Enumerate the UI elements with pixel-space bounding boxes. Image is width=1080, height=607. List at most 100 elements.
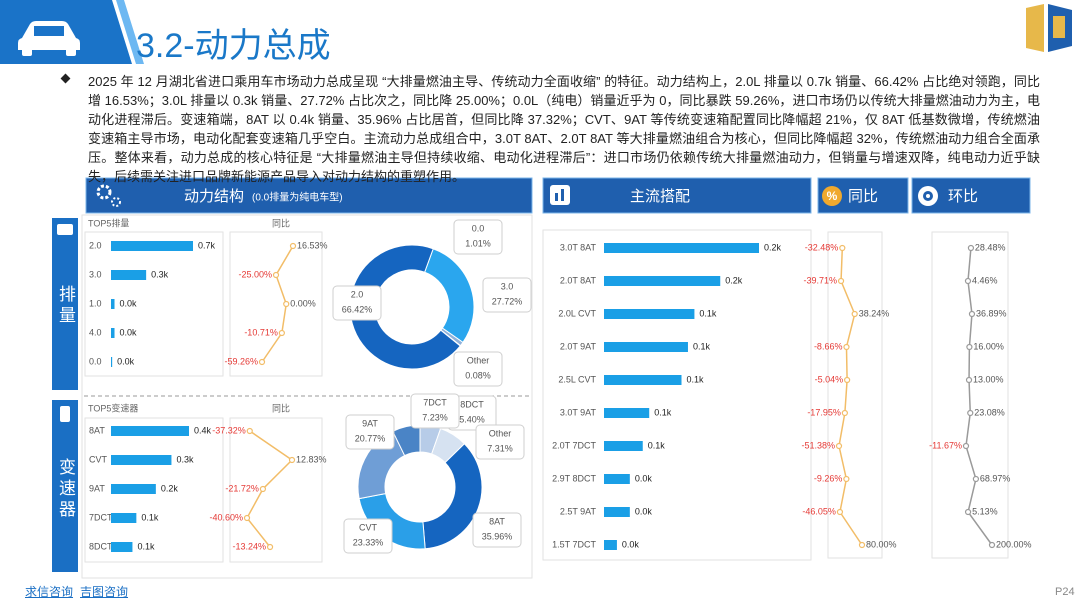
value-label: 0.0k [120, 298, 138, 308]
value-label: -8.66% [814, 341, 843, 351]
line [838, 247, 863, 546]
value-label: 12.83% [296, 454, 327, 464]
slice-label: 2.0 [351, 289, 364, 299]
label-box [453, 219, 503, 255]
category-label: 4.0 [89, 327, 102, 337]
value-label: 0.1k [687, 374, 705, 384]
value-label: -40.60% [209, 512, 243, 522]
point [266, 543, 274, 551]
value-label: 13.00% [973, 374, 1004, 384]
value-label: -21.72% [225, 483, 259, 493]
value-label: 0.00% [290, 298, 316, 308]
point [841, 409, 848, 417]
category-label: 1.5T 7DCT [552, 539, 596, 549]
value-label: 0.1k [693, 341, 711, 351]
slice-label: 0.0 [472, 223, 485, 233]
page-number: P24 [1055, 586, 1075, 598]
category-label: 9AT [89, 483, 105, 493]
category-label: 0.0 [89, 356, 102, 366]
category-label: 1.0 [89, 298, 102, 308]
value-label: -39.71% [804, 275, 838, 285]
value-label: 4.46% [972, 275, 998, 285]
gear-icon [60, 406, 70, 422]
slice [392, 424, 421, 457]
point [837, 277, 845, 285]
bar [604, 375, 682, 385]
label-box [453, 351, 503, 387]
slice-value: 7.31% [487, 443, 513, 453]
category-label: 2.9T 8DCT [552, 473, 596, 483]
value-label: -10.71% [244, 327, 278, 337]
category-label: 3.0T 9AT [560, 407, 597, 417]
category-label: 2.5T 9AT [560, 506, 597, 516]
bar [111, 513, 137, 523]
footer-link[interactable]: 求信咨询 [25, 585, 74, 599]
footer-link[interactable]: 吉图咨询 [80, 585, 129, 599]
logo [1026, 4, 1072, 52]
panel-note: (0.0排量为纯电车型) [252, 191, 343, 204]
value-label: -37.32% [212, 425, 246, 435]
label-box [482, 277, 532, 313]
side-tab-label: 变速器 [56, 458, 75, 521]
slice [424, 248, 475, 344]
slice-value: 20.77% [355, 433, 386, 443]
bar [604, 408, 650, 418]
bar [111, 241, 193, 251]
value-label: 200.00% [996, 539, 1032, 549]
bar [111, 270, 147, 280]
bar [604, 243, 759, 253]
panel-headers [85, 177, 1031, 214]
bar [111, 455, 172, 465]
bar [604, 309, 695, 319]
slice-value: 0.08% [465, 370, 491, 380]
point [972, 475, 980, 483]
category-label: CVT [89, 454, 108, 464]
page-title: 3.2-动力总成 [136, 27, 331, 65]
slice-value: 35.96% [482, 531, 513, 541]
value-label: 0.1k [654, 407, 672, 417]
value-label: 0.2k [764, 242, 782, 252]
slice [422, 443, 483, 550]
point [964, 508, 972, 516]
bar [604, 441, 643, 451]
value-label: -51.38% [801, 440, 835, 450]
category-label: 2.0L CVT [558, 308, 596, 318]
chart-title: 同比 [272, 217, 290, 228]
point [962, 442, 970, 450]
slice-value: 1.01% [465, 238, 491, 248]
point [836, 508, 844, 516]
engine-icon [57, 224, 73, 235]
slice-value: 66.42% [342, 304, 373, 314]
value-label: -59.26% [224, 356, 258, 366]
slice-label: 3.0 [501, 281, 514, 291]
value-label: 0.1k [137, 541, 155, 551]
value-label: 0.0k [120, 327, 138, 337]
point [965, 376, 973, 384]
point [851, 310, 858, 318]
value-label: 0.2k [161, 483, 179, 493]
value-label: 16.00% [973, 341, 1004, 351]
slice-label: 7DCT [423, 397, 447, 407]
point [278, 329, 285, 337]
point [843, 343, 850, 351]
bar [604, 507, 630, 517]
side-tab [52, 218, 78, 390]
point [835, 442, 843, 450]
point [988, 541, 996, 549]
value-label: -25.00% [238, 269, 272, 279]
value-label: 0.3k [176, 454, 194, 464]
chart-title: TOP5排量 [88, 217, 129, 228]
slice-label: 9AT [362, 418, 378, 428]
slice-label: Other [489, 428, 512, 438]
label-box [410, 393, 460, 429]
bar [111, 299, 115, 309]
point [259, 485, 267, 493]
value-label: 0.1k [699, 308, 717, 318]
category-label: 3.0T 8AT [560, 242, 597, 252]
category-label: 8DCT [89, 541, 113, 551]
value-label: 0.2k [725, 275, 743, 285]
value-label: 0.4k [194, 425, 212, 435]
slice-value: 23.33% [353, 537, 384, 547]
label-box [332, 285, 382, 321]
